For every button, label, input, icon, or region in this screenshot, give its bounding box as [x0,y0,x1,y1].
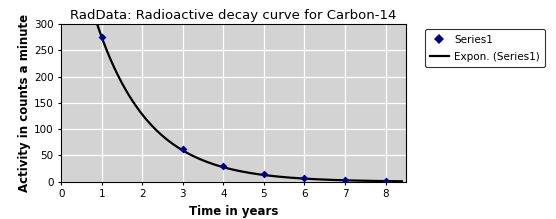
Legend: Series1, Expon. (Series1): Series1, Expon. (Series1) [425,29,545,67]
Point [300,176,309,179]
Y-axis label: Activity in counts a minute: Activity in counts a minute [18,14,31,192]
Point [97,35,106,39]
Point [381,179,390,182]
Point [178,147,187,150]
Point [260,172,269,176]
X-axis label: Time in years: Time in years [189,205,278,218]
Point [341,178,350,181]
Title: RadData: Radioactive decay curve for Carbon-14: RadData: Radioactive decay curve for Car… [70,9,397,21]
Point [219,164,228,168]
